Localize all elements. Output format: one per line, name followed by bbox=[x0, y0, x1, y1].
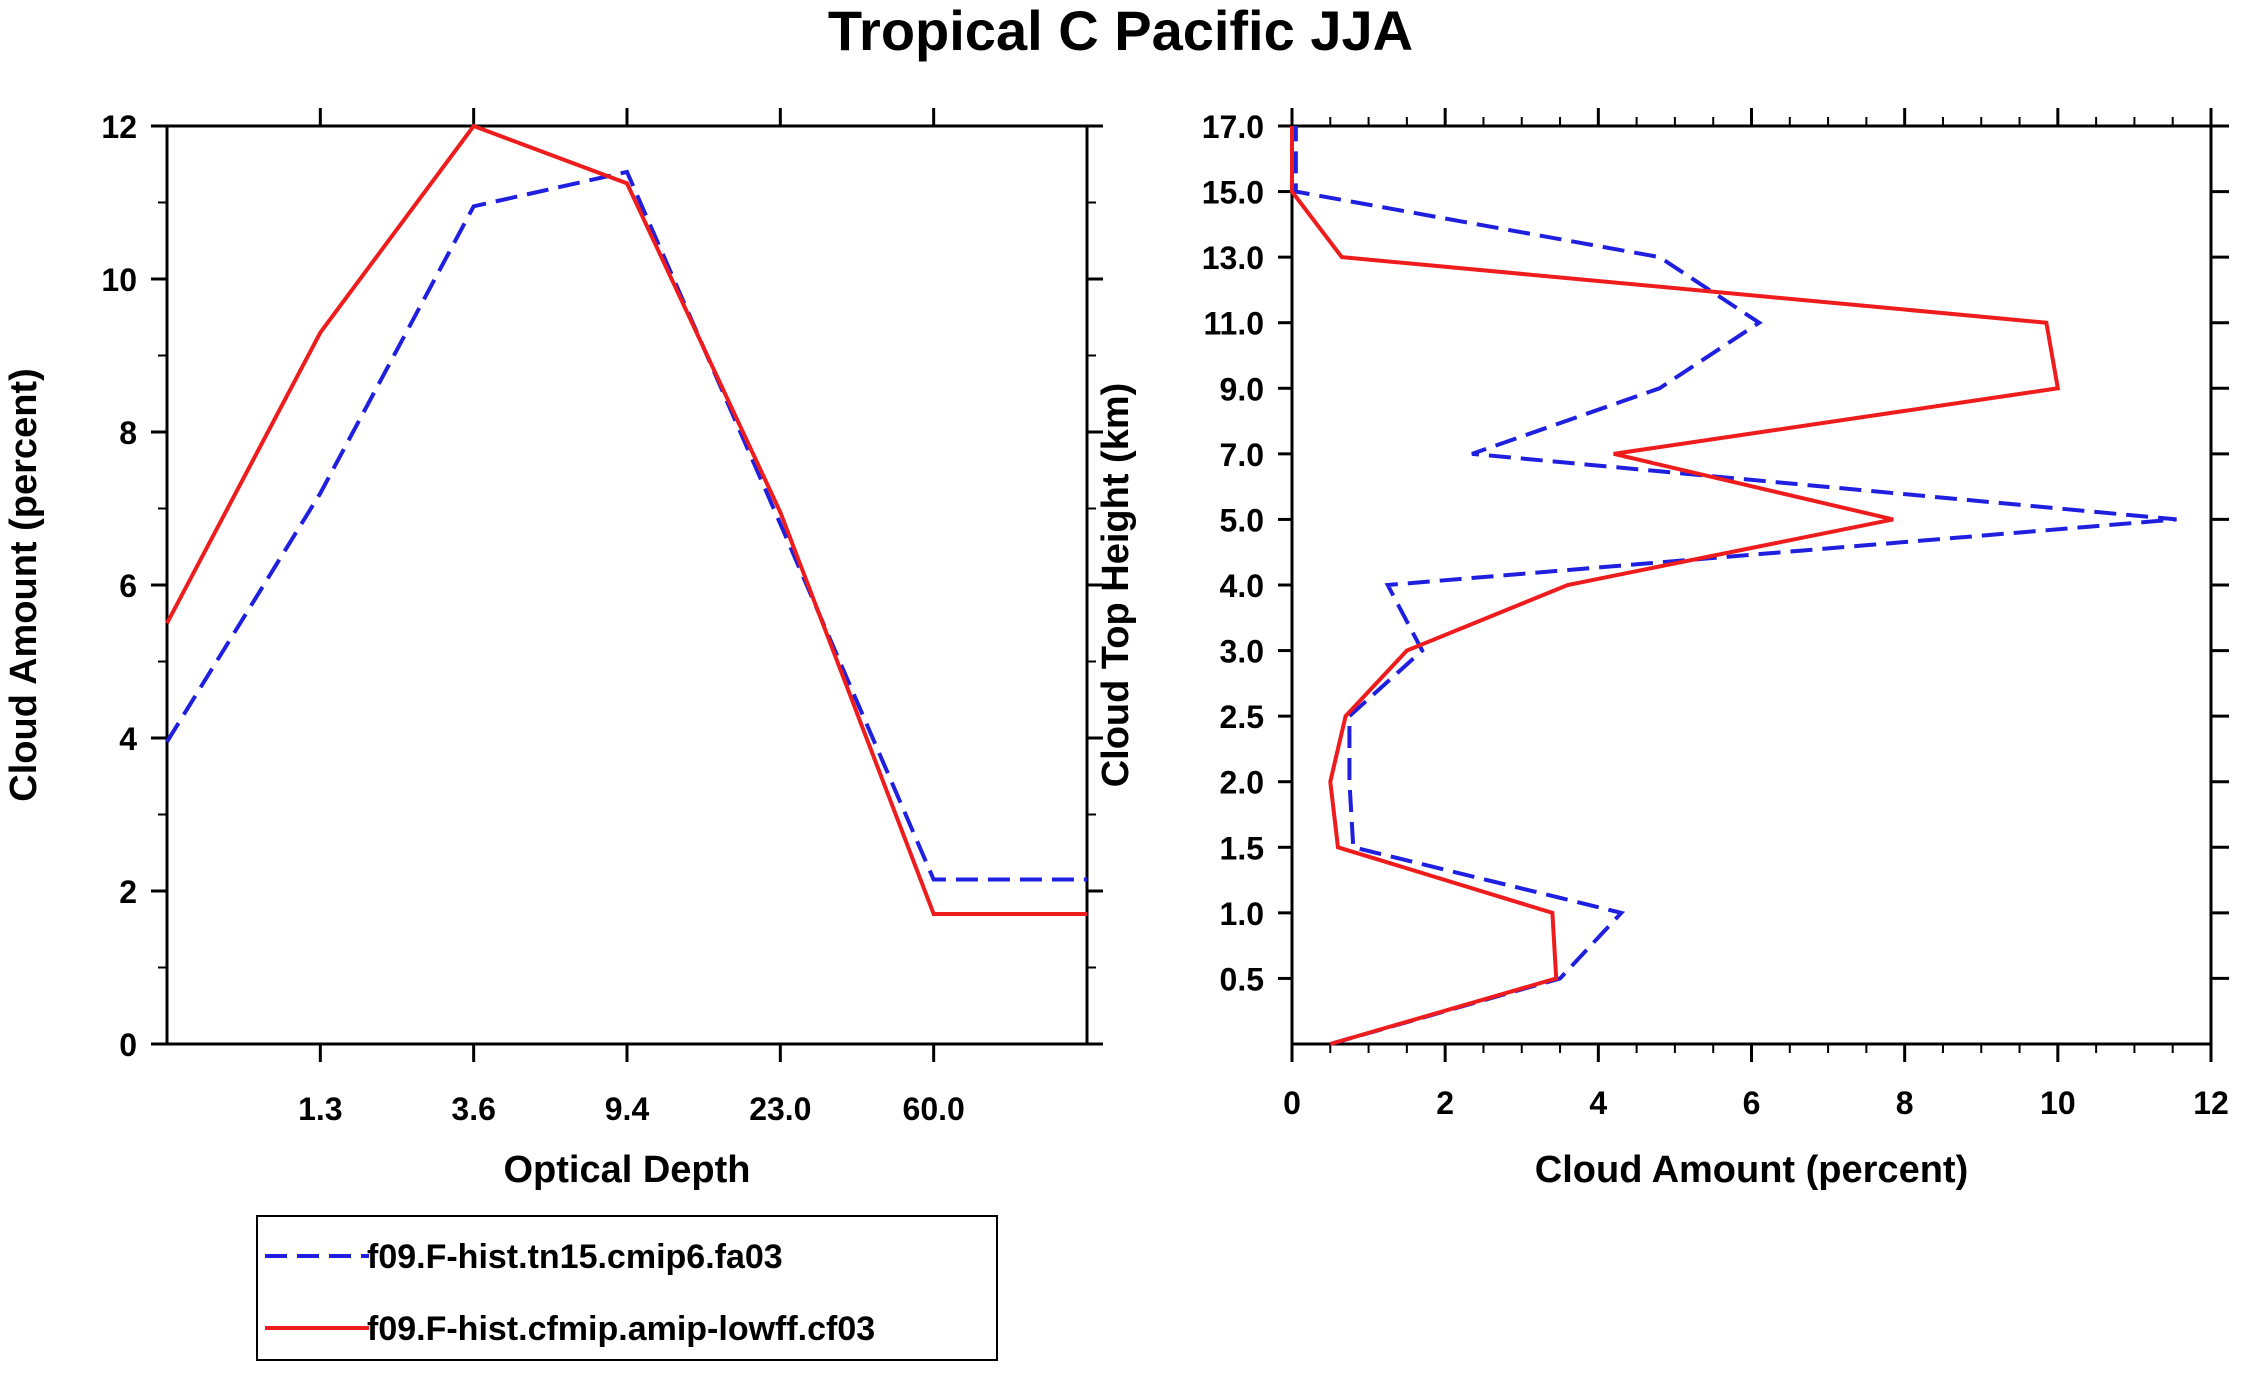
right-x-tick-label: 4 bbox=[1589, 1085, 1607, 1121]
left-x-tick-label: 23.0 bbox=[749, 1091, 811, 1127]
right-y-tick-label: 0.5 bbox=[1220, 961, 1264, 997]
right-y-tick-label: 1.0 bbox=[1220, 896, 1264, 932]
legend-label-2: f09.F-hist.cfmip.amip-lowff.cf03 bbox=[367, 1310, 875, 1348]
left-x-tick-label: 9.4 bbox=[605, 1091, 650, 1127]
right-y-tick-label: 5.0 bbox=[1220, 502, 1264, 538]
right-y-tick-label: 2.0 bbox=[1220, 765, 1264, 801]
left-y-tick-label: 4 bbox=[119, 721, 137, 757]
right-x-tick-label: 2 bbox=[1436, 1085, 1454, 1121]
left-x-tick-label: 1.3 bbox=[298, 1091, 342, 1127]
left-y-tick-label: 6 bbox=[119, 568, 137, 604]
left-y-tick-label: 0 bbox=[119, 1027, 137, 1063]
right-x-tick-label: 8 bbox=[1896, 1085, 1914, 1121]
right-y-axis-title: Cloud Top Height (km) bbox=[1095, 383, 1137, 788]
chart-title: Tropical C Pacific JJA bbox=[827, 0, 1414, 62]
right-y-tick-label: 11.0 bbox=[1203, 306, 1264, 342]
left-x-axis-title: Optical Depth bbox=[503, 1149, 750, 1191]
left-plot-frame bbox=[165, 124, 1089, 1046]
right-series-line-2 bbox=[1290, 126, 2061, 1046]
legend-label-1: f09.F-hist.tn15.cmip6.fa03 bbox=[367, 1238, 783, 1276]
legend: f09.F-hist.tn15.cmip6.fa03 f09.F-hist.cfm… bbox=[256, 1215, 998, 1361]
left-series-line-1 bbox=[165, 169, 1087, 882]
right-y-tick-label: 7.0 bbox=[1220, 437, 1264, 473]
right-y-tick-label: 9.0 bbox=[1220, 371, 1264, 407]
left-y-tick-label: 12 bbox=[101, 109, 137, 145]
left-y-axis-title: Cloud Amount (percent) bbox=[3, 368, 45, 801]
right-x-tick-label: 12 bbox=[2193, 1085, 2229, 1121]
right-y-tick-label: 4.0 bbox=[1220, 568, 1264, 604]
right-y-tick-label: 1.5 bbox=[1220, 830, 1264, 866]
right-y-tick-label: 17.0 bbox=[1202, 109, 1264, 145]
right-y-tick-label: 3.0 bbox=[1220, 634, 1264, 670]
right-x-tick-label: 10 bbox=[2040, 1085, 2076, 1121]
right-x-axis-title: Cloud Amount (percent) bbox=[1535, 1149, 1968, 1191]
left-y-tick-label: 8 bbox=[119, 415, 137, 451]
left-panel: 0 2 4 6 8 10 12 1.3 3.6 9.4 23.0 60.0 Optical Depth C… bbox=[3, 108, 1103, 1191]
right-panel: 0 2 4 6 8 10 12 0.5 1.0 1.5 2.0 2.5 3.0 4.0 5.0 7.0 9.0 1… bbox=[1095, 108, 2229, 1191]
right-y-tick-label: 13.0 bbox=[1202, 240, 1264, 276]
left-x-tick-label: 60.0 bbox=[903, 1091, 965, 1127]
left-y-tick-label: 10 bbox=[101, 262, 137, 298]
right-y-tick-label: 15.0 bbox=[1202, 175, 1264, 211]
legend-box bbox=[256, 1215, 998, 1361]
left-y-tick-label: 2 bbox=[119, 874, 137, 910]
right-y-tick-label: 2.5 bbox=[1220, 699, 1264, 735]
left-x-tick-label: 3.6 bbox=[451, 1091, 495, 1127]
right-x-tick-label: 6 bbox=[1743, 1085, 1761, 1121]
right-x-tick-label: 0 bbox=[1283, 1085, 1301, 1121]
